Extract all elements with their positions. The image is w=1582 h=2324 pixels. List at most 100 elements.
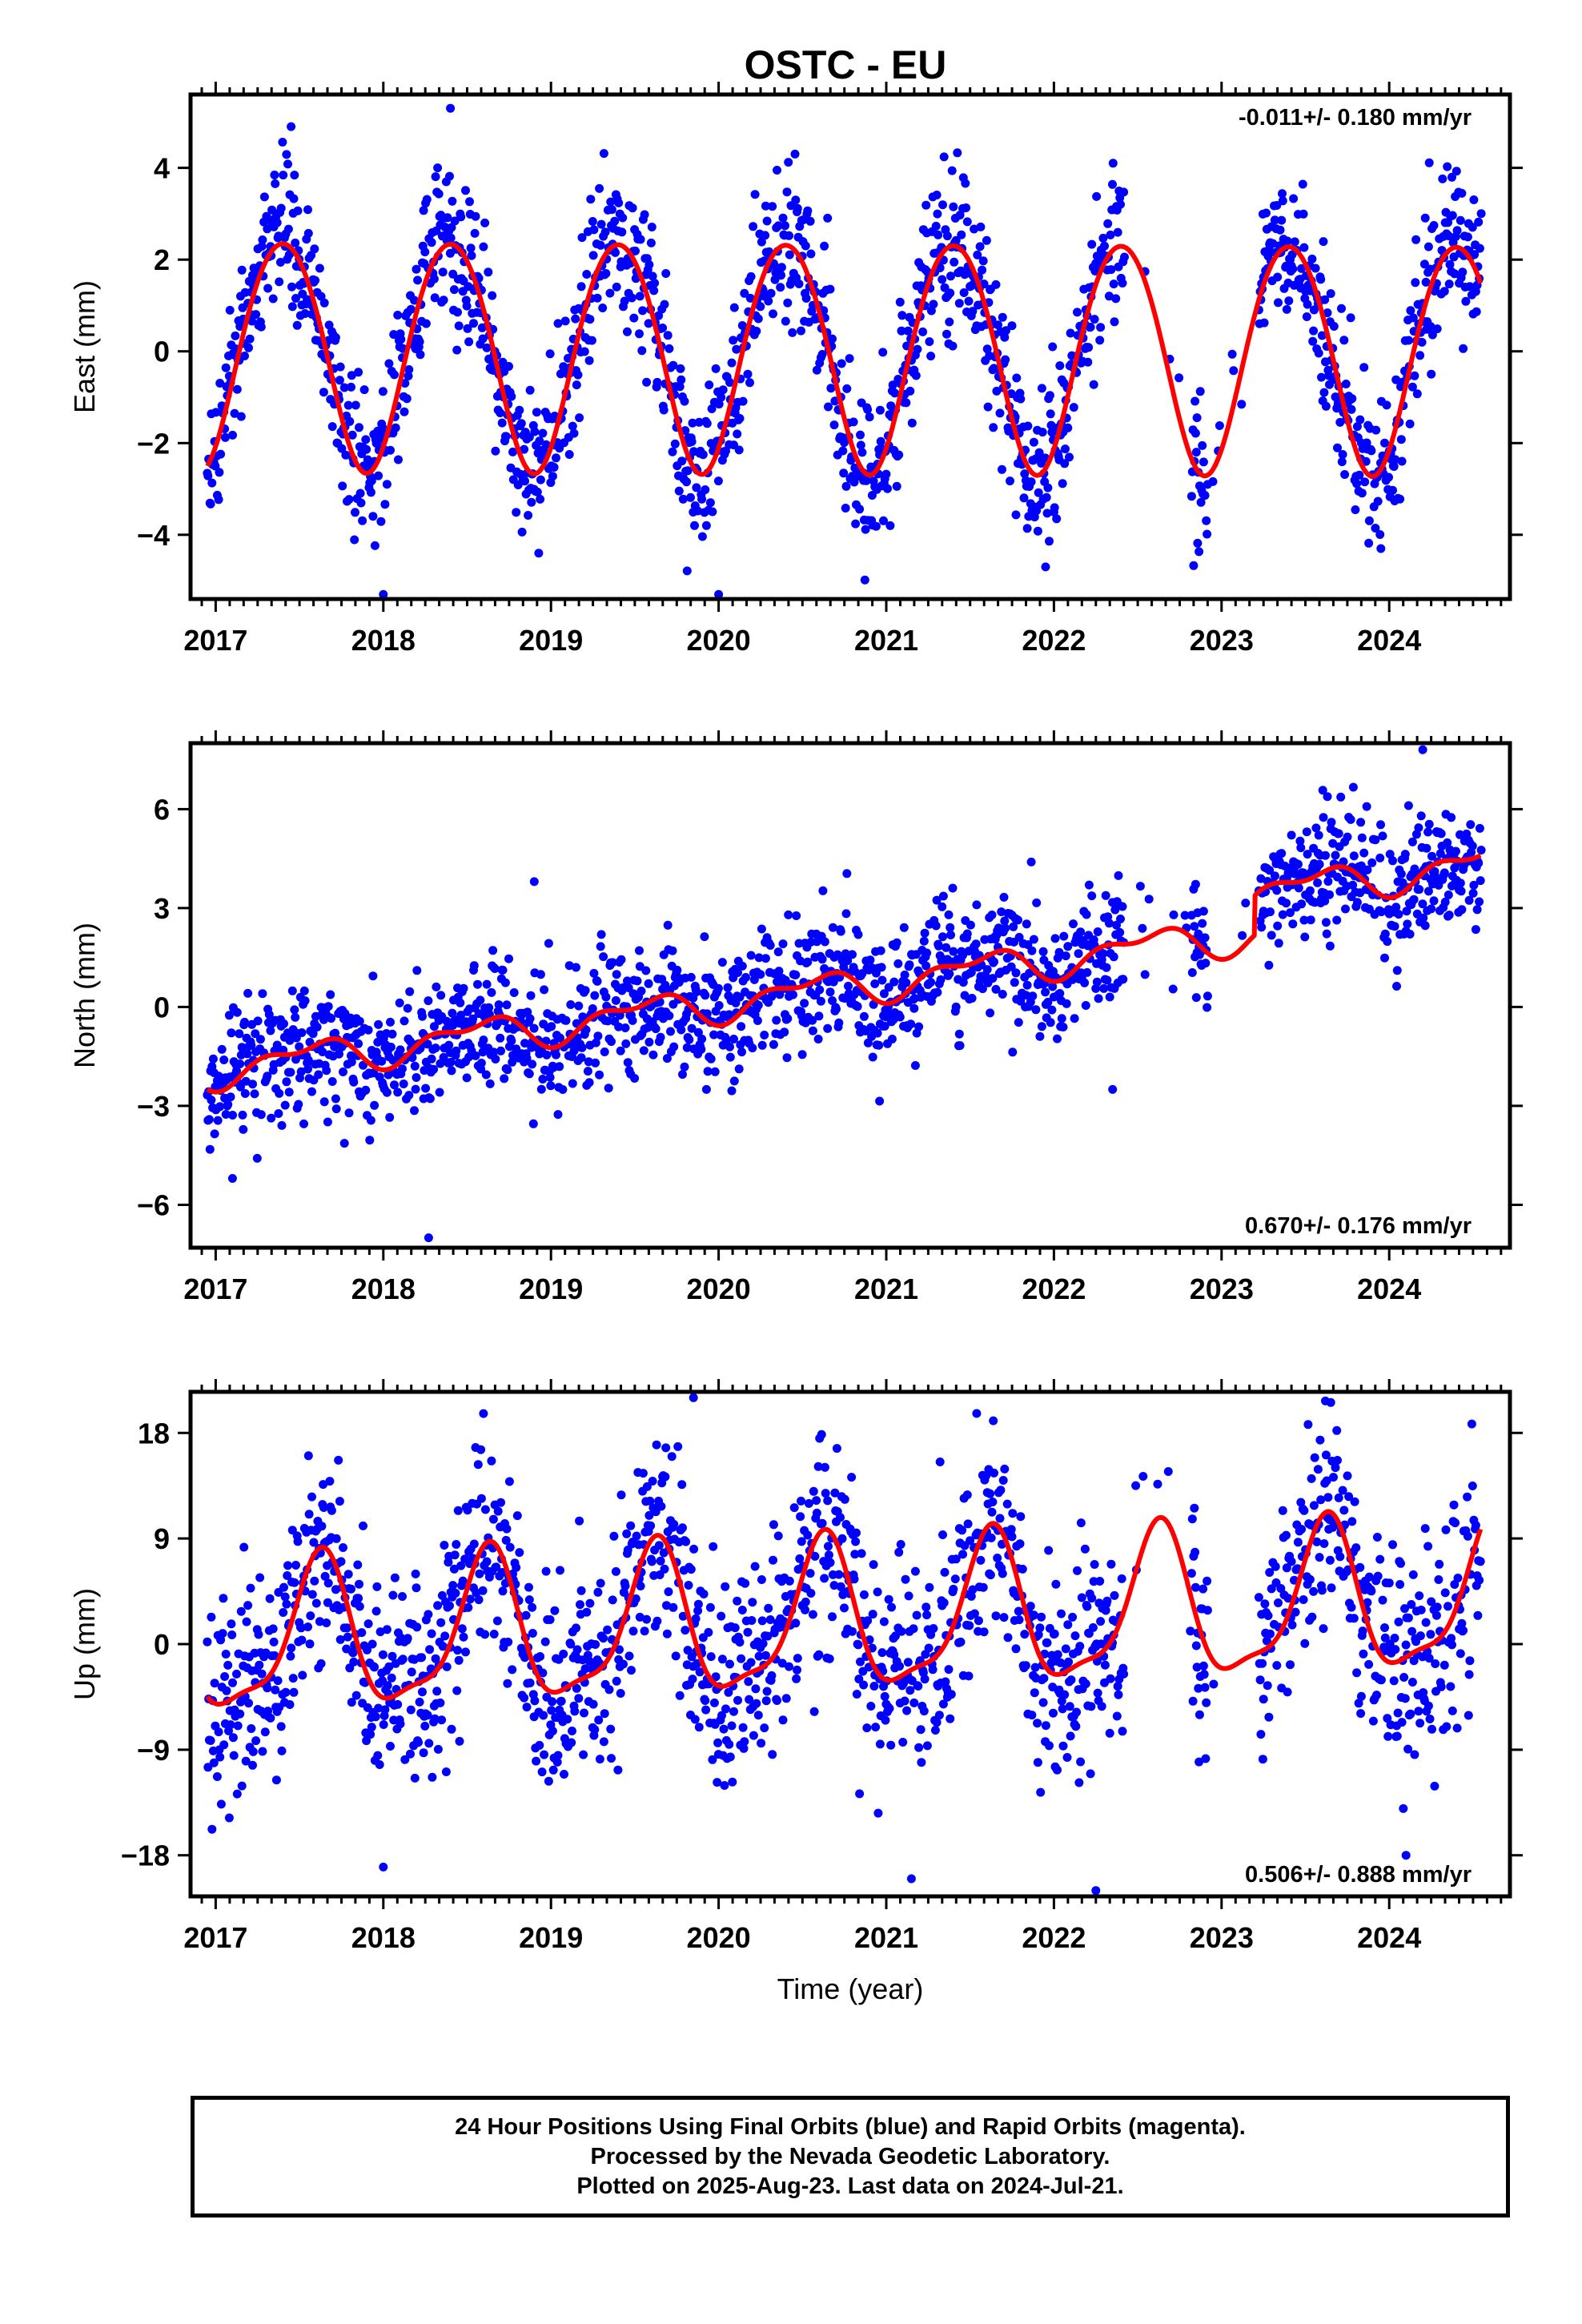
north-point [284, 1088, 294, 1097]
up-point [398, 1592, 407, 1601]
north-point [853, 1002, 862, 1011]
up-point [489, 1630, 499, 1638]
north-y-tick-label: 0 [154, 991, 170, 1023]
east-point [378, 387, 387, 396]
up-point [1097, 1702, 1106, 1711]
north-point [1383, 937, 1392, 947]
up-point [809, 1486, 818, 1496]
north-point [232, 1066, 241, 1076]
up-point [1317, 1586, 1327, 1595]
east-point [1195, 547, 1204, 557]
east-point [1045, 537, 1054, 546]
east-point [998, 312, 1007, 322]
north-point [1087, 891, 1097, 901]
east-point [825, 284, 835, 294]
up-point [226, 1720, 235, 1730]
north-point [520, 1039, 529, 1048]
up-point [412, 1622, 422, 1632]
up-point [504, 1477, 514, 1486]
north-point [429, 1064, 439, 1074]
east-point [855, 505, 865, 514]
east-point [1355, 470, 1364, 480]
north-point [1000, 916, 1010, 926]
east-point [1461, 296, 1471, 306]
up-point [372, 1582, 382, 1591]
up-point [1372, 1533, 1382, 1542]
east-point [1259, 318, 1269, 328]
east-point [823, 213, 833, 223]
up-point [1299, 1506, 1309, 1515]
up-point [1451, 1518, 1460, 1528]
east-point [784, 158, 793, 167]
up-point [407, 1667, 416, 1677]
up-point [289, 1687, 299, 1697]
up-point [1259, 1695, 1268, 1704]
north-point [729, 1035, 738, 1043]
east-point [905, 386, 915, 396]
up-point [563, 1715, 572, 1724]
east-point [888, 380, 897, 390]
north-point [1041, 987, 1050, 997]
up-point [1061, 1644, 1070, 1654]
east-point [356, 498, 366, 508]
up-point [540, 1637, 550, 1647]
north-point [949, 947, 958, 956]
north-point [1057, 1014, 1066, 1023]
east-point [1352, 479, 1362, 489]
north-point [297, 1028, 307, 1037]
up-point [1258, 1755, 1267, 1764]
north-point [490, 964, 500, 973]
up-point [814, 1650, 824, 1659]
north-point [748, 1043, 757, 1053]
east-point [840, 438, 849, 448]
up-point [1432, 1602, 1442, 1612]
north-point [1323, 792, 1332, 802]
footer-line-orbits: 24 Hour Positions Using Final Orbits (bl… [455, 2113, 1246, 2140]
east-point [585, 315, 595, 324]
east-point [628, 203, 637, 213]
north-point [972, 900, 982, 910]
up-point [1310, 1453, 1319, 1462]
north-point [240, 1089, 250, 1098]
up-y-tick-label: 18 [138, 1417, 170, 1449]
up-point [797, 1537, 806, 1546]
up-point [934, 1711, 944, 1720]
up-point [260, 1727, 270, 1737]
up-point [427, 1629, 436, 1638]
up-point [688, 1675, 697, 1684]
up-point [1267, 1584, 1276, 1594]
north-point [1321, 918, 1331, 927]
east-point [1405, 419, 1415, 428]
north-point [999, 892, 1009, 902]
east-point [1417, 337, 1427, 347]
east-point [949, 202, 958, 211]
north-point [210, 1129, 219, 1139]
up-point [922, 1741, 932, 1751]
east-point [438, 267, 448, 277]
up-point [963, 1519, 973, 1529]
north-point [1008, 1047, 1018, 1057]
up-point [442, 1662, 452, 1671]
up-point [269, 1637, 279, 1647]
up-point [1263, 1681, 1272, 1691]
up-point [638, 1469, 648, 1478]
up-point [922, 1610, 932, 1620]
up-point [1396, 1558, 1405, 1568]
up-point [711, 1672, 721, 1682]
east-point [1432, 324, 1442, 334]
east-point [1367, 446, 1376, 456]
east-point [1096, 323, 1106, 332]
up-point [713, 1738, 723, 1747]
east-point [480, 218, 490, 227]
north-point [331, 1094, 340, 1104]
north-point [1359, 848, 1369, 858]
north-point [1048, 982, 1058, 991]
up-point [1276, 1584, 1286, 1593]
east-point [469, 319, 478, 328]
east-point [605, 288, 615, 298]
east-point [777, 271, 785, 280]
up-point [1000, 1464, 1010, 1474]
north-point [339, 1139, 349, 1148]
east-point [559, 362, 568, 372]
north-point [1346, 814, 1355, 824]
